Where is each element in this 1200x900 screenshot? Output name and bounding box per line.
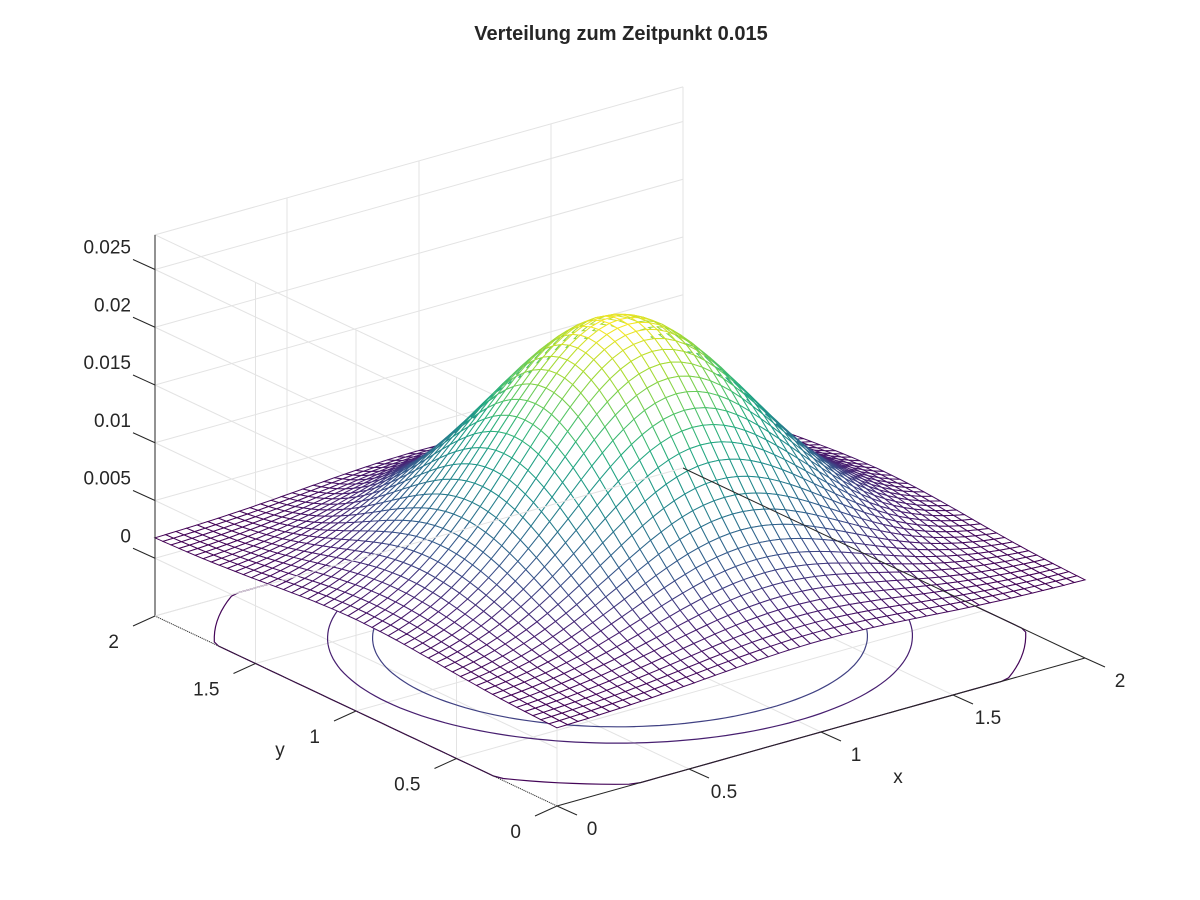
y-tick-label: 1.5 <box>193 680 219 701</box>
surface-cell <box>1064 575 1087 584</box>
x-tick-mark <box>556 805 578 816</box>
grid-line <box>154 86 684 236</box>
grid-line <box>154 557 558 749</box>
z-tick-mark <box>132 432 156 444</box>
z-tick-mark <box>132 374 156 386</box>
y-tick-label: 2 <box>108 632 119 653</box>
x-tick-label: 1 <box>851 745 862 766</box>
x-tick-label: 2 <box>1115 671 1126 692</box>
z-tick-mark <box>132 259 156 270</box>
floor-back-edge <box>154 467 684 617</box>
y-tick-mark <box>534 805 558 817</box>
y-tick-mark <box>434 758 457 769</box>
x-tick-mark <box>820 731 842 742</box>
y-axis-label: y <box>275 740 285 761</box>
x-tick-label: 1.5 <box>975 708 1001 729</box>
y-tick-mark <box>233 663 256 674</box>
tick-labels: 0 0.5 1 1.5 2 0 0.5 1 1.5 2 0 0.005 0.01 0.015 0.02 0.0… <box>83 238 1125 844</box>
grid-line <box>154 234 558 426</box>
y-tick-label: 0 <box>510 822 521 843</box>
x-tick-mark <box>1084 657 1106 668</box>
x-far-edge-line <box>682 467 1086 659</box>
grid-line <box>154 178 684 328</box>
y-tick-label: 0.5 <box>394 775 420 796</box>
z-tick-mark <box>132 490 156 501</box>
z-tick-label: 0 <box>120 526 131 547</box>
x-tick-mark <box>688 768 710 779</box>
surface-mesh <box>153 313 1087 729</box>
z-tick-label: 0.025 <box>83 238 131 259</box>
y-tick-mark <box>333 710 357 722</box>
x-tick-label: 0.5 <box>711 782 737 803</box>
x-tick-label: 0 <box>587 819 598 840</box>
z-tick-label: 0.01 <box>94 411 131 432</box>
chart-title: Verteilung zum Zeitpunkt 0.015 <box>474 23 767 45</box>
grid-line <box>154 236 684 386</box>
x-tick-mark <box>952 694 974 705</box>
z-tick-label: 0.005 <box>83 469 131 490</box>
x-axis-label: x <box>893 767 903 788</box>
z-tick-label: 0.015 <box>83 353 131 374</box>
grid-line <box>154 121 684 270</box>
z-tick-label: 0.02 <box>94 295 131 316</box>
y-tick-mark <box>132 615 156 627</box>
y-tick-label: 1 <box>309 727 320 748</box>
z-tick-mark <box>132 316 156 328</box>
z-tick-mark <box>132 547 156 559</box>
